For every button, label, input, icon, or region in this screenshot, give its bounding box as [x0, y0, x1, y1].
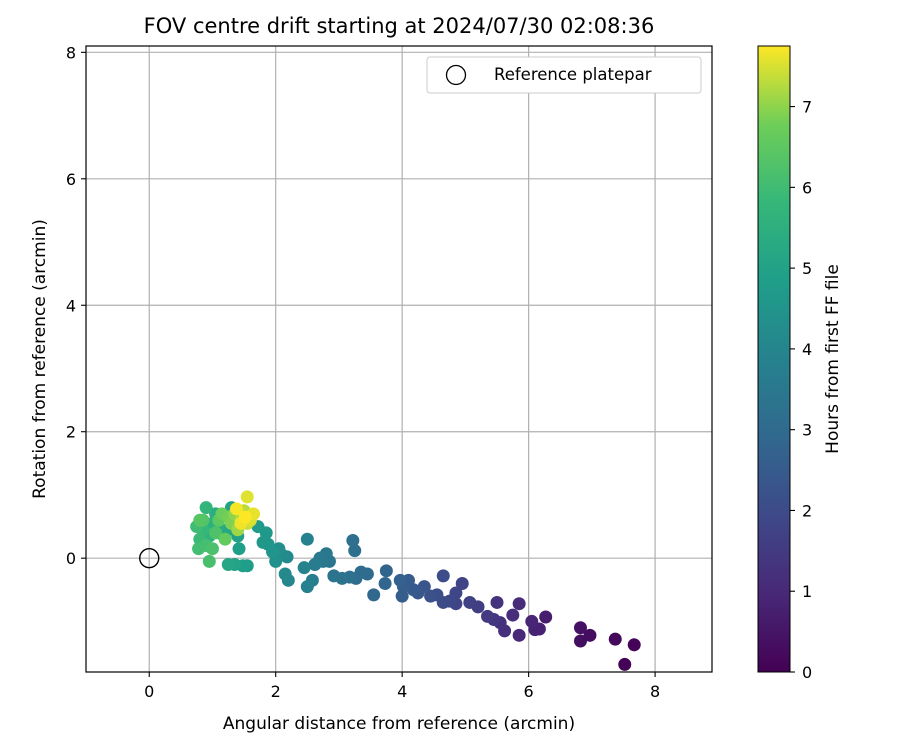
data-point: [300, 580, 314, 594]
legend-label: Reference platepar: [494, 65, 652, 84]
x-tick-label: 6: [524, 682, 534, 701]
data-point: [229, 502, 243, 516]
data-point: [512, 628, 526, 642]
colorbar-label: Hours from first FF file: [823, 264, 843, 454]
colorbar-tick-label: 3: [802, 421, 812, 440]
data-point: [379, 564, 393, 578]
x-axis-ticks: 0 2 4 6 8: [144, 672, 660, 701]
colorbar-tick-label: 1: [802, 582, 812, 601]
colorbar-ticks: 0 1 2 3 4 5 6 7: [790, 98, 812, 682]
x-tick-label: 0: [144, 682, 154, 701]
data-point: [618, 657, 632, 671]
y-axis-label: Rotation from reference (arcmin): [30, 219, 50, 499]
data-point: [240, 490, 254, 504]
legend: Reference platepar: [426, 56, 702, 94]
data-point: [308, 558, 322, 572]
grid: [86, 46, 712, 672]
y-tick-label: 4: [66, 296, 76, 315]
data-point: [209, 526, 223, 540]
data-point: [367, 588, 381, 602]
data-point: [490, 595, 504, 609]
y-tick-label: 6: [66, 170, 76, 189]
data-point: [573, 621, 587, 635]
y-tick-label: 8: [66, 43, 76, 62]
reference-marker-group: [139, 547, 160, 569]
data-point: [193, 513, 207, 527]
data-point: [481, 609, 495, 623]
data-point: [424, 589, 438, 603]
data-point: [348, 544, 362, 558]
data-point: [278, 567, 292, 581]
data-point: [205, 542, 219, 556]
data-point: [221, 558, 235, 572]
data-point: [608, 632, 622, 646]
colorbar-tick-label: 4: [802, 340, 812, 359]
colorbar-gradient: [757, 45, 791, 673]
data-point: [463, 595, 477, 609]
legend-circle-marker: [445, 64, 467, 86]
y-tick-label: 2: [66, 423, 76, 442]
data-point: [297, 561, 311, 575]
data-point: [506, 608, 520, 622]
data-point: [300, 532, 314, 546]
y-tick-label: 0: [66, 549, 76, 568]
data-point: [327, 569, 341, 583]
x-tick-label: 2: [271, 682, 281, 701]
data-point: [346, 533, 360, 547]
colorbar-tick-label: 2: [802, 501, 812, 520]
legend-box: [426, 56, 702, 94]
data-point: [525, 614, 539, 628]
colorbar-tick-label: 7: [802, 98, 812, 117]
data-point: [232, 542, 246, 556]
y-axis-ticks: 0 2 4 6 8: [66, 43, 86, 568]
data-point: [539, 610, 553, 624]
data-point: [395, 589, 409, 603]
data-point: [393, 573, 407, 587]
data-point: [378, 576, 392, 590]
x-axis-label: Angular distance from reference (arcmin): [223, 714, 575, 734]
data-point: [573, 634, 587, 648]
plot-frame: [85, 45, 713, 673]
data-point: [583, 628, 597, 642]
x-tick-label: 8: [650, 682, 660, 701]
data-points: [190, 490, 641, 671]
colorbar-tick-label: 0: [802, 663, 812, 682]
colorbar-tick-label: 5: [802, 259, 812, 278]
data-point: [238, 510, 252, 524]
chart-title: FOV centre drift starting at 2024/07/30 …: [144, 14, 655, 38]
data-point: [512, 597, 526, 611]
data-point: [627, 638, 641, 652]
data-point: [199, 501, 213, 515]
x-tick-label: 4: [397, 682, 407, 701]
reference-marker: [139, 547, 160, 569]
data-point: [202, 554, 216, 568]
data-point: [436, 569, 450, 583]
data-point: [455, 576, 469, 590]
colorbar: 0 1 2 3 4 5 6 7 Hours from first FF file: [757, 45, 843, 682]
data-point: [218, 532, 232, 546]
colorbar-tick-label: 6: [802, 178, 812, 197]
